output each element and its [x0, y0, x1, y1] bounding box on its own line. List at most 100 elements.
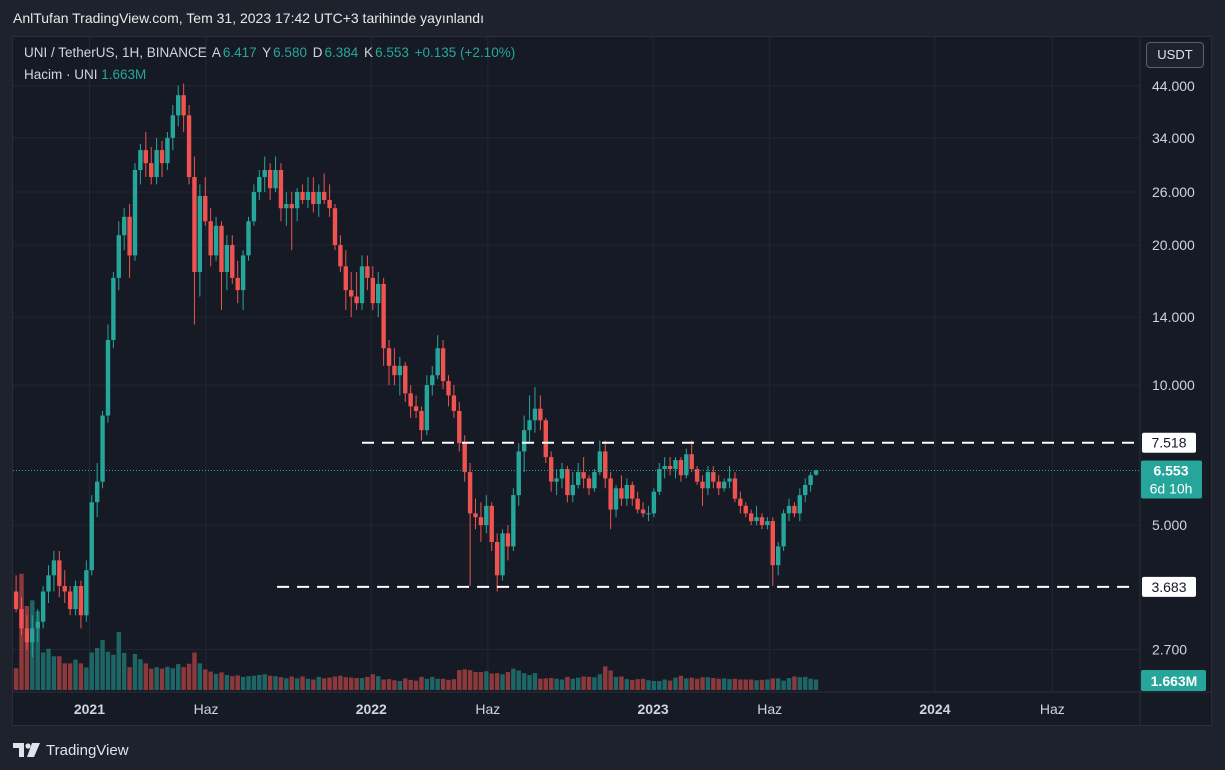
- candle-body: [554, 478, 559, 482]
- countdown-label: 6d 10h: [1150, 480, 1193, 496]
- volume-bar: [170, 668, 176, 690]
- candle-body: [543, 420, 548, 458]
- candle-body: [673, 460, 678, 470]
- volume-bar: [40, 652, 46, 690]
- candle-body: [67, 591, 73, 610]
- candle-body: [246, 221, 251, 256]
- volume-bar: [230, 676, 235, 690]
- candle-body: [624, 484, 630, 499]
- high-label: Y: [262, 45, 272, 60]
- candle-body: [592, 472, 597, 489]
- chart-panel[interactable]: [12, 36, 1212, 726]
- candle-body: [262, 169, 267, 178]
- candle-body: [354, 296, 359, 304]
- candle-body: [300, 192, 305, 200]
- candle-body: [365, 266, 370, 278]
- volume-bar: [797, 677, 803, 690]
- volume-bar: [446, 679, 451, 690]
- candle-body: [570, 484, 575, 496]
- candle-body: [786, 505, 792, 514]
- volume-bar: [548, 678, 554, 690]
- volume-bar: [359, 678, 365, 690]
- volume-bar: [694, 678, 700, 690]
- candle-body: [630, 484, 635, 499]
- price-tick-label: 5.000: [1152, 517, 1187, 533]
- volume-bar: [149, 668, 154, 690]
- candle-body: [640, 509, 646, 514]
- low-label: D: [312, 45, 323, 60]
- volume-bar: [484, 671, 489, 690]
- candle-body: [738, 498, 743, 506]
- volume-bar: [89, 652, 94, 690]
- volume-bar: [176, 664, 181, 690]
- candle-body: [257, 177, 262, 193]
- candle-body: [84, 570, 89, 616]
- volume-bar: [711, 678, 716, 690]
- candle-body: [473, 513, 478, 518]
- volume-bar: [565, 676, 570, 690]
- candle-body: [721, 481, 727, 489]
- candle-body: [62, 585, 67, 592]
- volume-bar: [505, 672, 511, 690]
- candle-body: [89, 502, 94, 571]
- volume-bar: [278, 677, 284, 690]
- currency-button[interactable]: USDT: [1146, 42, 1204, 68]
- candle-body: [94, 481, 100, 503]
- candle-body: [386, 348, 392, 366]
- candle-body: [759, 517, 765, 526]
- time-tick-label: Haz: [475, 701, 500, 717]
- candle-body: [359, 266, 365, 304]
- volume-bar: [138, 659, 143, 690]
- candle-body: [770, 521, 775, 566]
- candle-body: [111, 277, 116, 340]
- volume-bar: [143, 663, 149, 690]
- volume-bar: [770, 678, 775, 690]
- symbol-label[interactable]: UNI / TetherUS, 1H, BINANCE: [24, 45, 207, 60]
- price-tick-label: 10.000: [1152, 377, 1195, 393]
- volume-bar: [338, 675, 343, 690]
- candle-body: [105, 339, 111, 416]
- volume-bar: [803, 676, 808, 690]
- volume-bar: [516, 670, 521, 690]
- volume-bar: [181, 667, 186, 690]
- candle-body: [684, 454, 689, 476]
- volume-label[interactable]: Hacim · UNI: [24, 67, 98, 82]
- volume-bar: [478, 672, 484, 690]
- candle-body: [732, 478, 738, 499]
- candle-body: [635, 498, 640, 510]
- footer-brand[interactable]: TradingView: [13, 740, 129, 760]
- candle-body: [338, 245, 343, 267]
- time-tick-label: Haz: [757, 701, 782, 717]
- open-label: A: [211, 45, 221, 60]
- candle-body: [19, 609, 24, 629]
- volume-bar: [716, 678, 721, 690]
- candle-body: [203, 195, 208, 222]
- candle-body: [197, 195, 203, 273]
- volume-bar: [608, 670, 613, 690]
- volume-bar: [403, 678, 408, 690]
- candle-body: [51, 560, 57, 576]
- candle-body: [267, 169, 273, 189]
- level-tag: [1142, 432, 1196, 453]
- candle-body: [662, 465, 667, 470]
- candle-body: [170, 115, 176, 138]
- volume-bar: [684, 678, 689, 690]
- volume-bar: [597, 674, 603, 690]
- volume-bar: [738, 679, 743, 690]
- candle-body: [646, 513, 651, 515]
- volume-bar: [413, 680, 419, 690]
- volume-bar: [408, 679, 413, 690]
- candle-body: [127, 216, 132, 256]
- volume-bar: [311, 679, 316, 690]
- candle-body: [284, 204, 289, 209]
- candle-body: [294, 192, 300, 209]
- volume-bar: [100, 640, 105, 690]
- volume-bar: [121, 652, 127, 690]
- candle-body: [667, 465, 673, 470]
- volume-bar: [62, 663, 67, 690]
- volume-bar: [397, 681, 403, 690]
- price-tick-label: 34.000: [1152, 130, 1195, 146]
- candle-body: [608, 478, 613, 510]
- volume-bar: [381, 679, 386, 690]
